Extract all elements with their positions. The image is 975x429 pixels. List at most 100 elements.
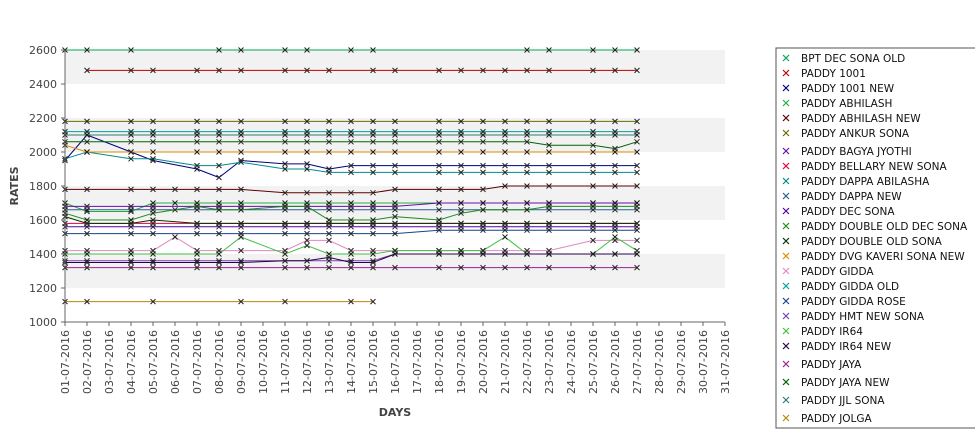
data-point <box>84 132 90 138</box>
data-point <box>502 149 508 155</box>
data-point <box>612 183 618 189</box>
data-point <box>194 264 200 271</box>
data-point <box>304 149 310 155</box>
data-point <box>194 186 200 193</box>
data-point <box>216 149 222 155</box>
data-point <box>150 210 156 217</box>
data-point <box>524 118 530 125</box>
data-point <box>348 149 354 155</box>
data-point <box>304 230 310 237</box>
data-point <box>194 162 200 169</box>
data-point <box>282 67 288 74</box>
data-point <box>458 67 464 74</box>
data-point <box>502 183 508 189</box>
data-point <box>480 186 486 193</box>
data-point <box>392 67 398 74</box>
data-point <box>524 132 530 138</box>
data-point <box>546 67 552 74</box>
data-point <box>392 220 398 227</box>
series-line-14 <box>64 144 637 153</box>
data-point <box>348 206 354 213</box>
data-point <box>524 149 530 155</box>
data-point <box>612 118 618 125</box>
data-point <box>326 220 332 227</box>
data-point <box>634 138 640 145</box>
data-point <box>392 149 398 155</box>
data-point <box>546 162 552 169</box>
y-tick-label: 2000 <box>29 146 57 159</box>
data-point <box>128 138 134 145</box>
data-point <box>612 145 618 152</box>
legend-marker <box>782 252 790 260</box>
legend-label: BPT DEC SONA OLD <box>801 53 905 65</box>
data-point <box>524 47 530 53</box>
x-tick-label: 15-07-2016 <box>367 330 380 394</box>
legend-label: PADDY JJL SONA <box>801 395 885 407</box>
data-point <box>612 220 618 227</box>
legend-label: PADDY IR64 <box>801 326 863 338</box>
data-point <box>480 169 486 176</box>
x-tick-label: 31-07-2016 <box>719 330 732 394</box>
grid-band <box>65 254 725 288</box>
data-point <box>502 206 508 213</box>
data-point <box>612 227 618 234</box>
x-tick-label: 13-07-2016 <box>323 330 336 394</box>
data-point <box>348 298 354 305</box>
data-point <box>194 259 200 266</box>
data-point <box>612 132 618 138</box>
data-point <box>370 189 376 196</box>
data-point <box>502 200 508 206</box>
x-tick-label: 30-07-2016 <box>697 330 710 394</box>
data-point <box>84 138 90 145</box>
data-point <box>216 174 222 181</box>
data-point <box>436 132 442 138</box>
data-point <box>304 138 310 145</box>
x-axis-title: DAYS <box>379 406 412 419</box>
x-tick-label: 24-07-2016 <box>565 330 578 394</box>
legend-label: PADDY DVG KAVERI SONA NEW <box>801 251 965 263</box>
data-point <box>128 251 134 257</box>
data-point <box>150 149 156 155</box>
data-point <box>392 206 398 213</box>
series-line-3 <box>64 134 637 179</box>
data-point <box>128 155 134 162</box>
data-point <box>546 169 552 176</box>
data-point <box>150 223 156 230</box>
data-point <box>480 264 486 271</box>
legend-marker <box>782 360 790 368</box>
data-point <box>612 169 618 176</box>
data-point <box>304 118 310 125</box>
data-point <box>612 67 618 74</box>
data-point <box>84 220 90 227</box>
data-point <box>326 169 332 176</box>
data-point <box>524 206 530 213</box>
legend-marker <box>782 129 790 137</box>
data-point <box>590 237 596 244</box>
data-point <box>634 149 640 155</box>
data-point <box>524 220 530 227</box>
data-point <box>172 234 178 240</box>
data-point <box>238 138 244 145</box>
data-point <box>480 227 486 234</box>
data-point <box>326 149 332 155</box>
data-point <box>480 206 486 213</box>
x-tick-label: 16-07-2016 <box>389 330 402 394</box>
data-point <box>458 264 464 271</box>
data-point <box>326 230 332 237</box>
data-point <box>502 264 508 271</box>
data-point <box>172 186 178 193</box>
data-point <box>128 149 134 155</box>
data-point <box>458 138 464 145</box>
x-tick-label: 07-07-2016 <box>191 330 204 394</box>
legend-label: PADDY GIDDA OLD <box>801 281 899 293</box>
data-point <box>326 132 332 138</box>
data-point <box>546 251 552 257</box>
x-tick-label: 05-07-2016 <box>147 330 160 394</box>
data-point <box>370 67 376 74</box>
data-point <box>502 251 508 257</box>
data-point <box>150 155 156 162</box>
data-point <box>326 67 332 74</box>
data-point <box>546 203 552 210</box>
data-point <box>238 47 244 53</box>
